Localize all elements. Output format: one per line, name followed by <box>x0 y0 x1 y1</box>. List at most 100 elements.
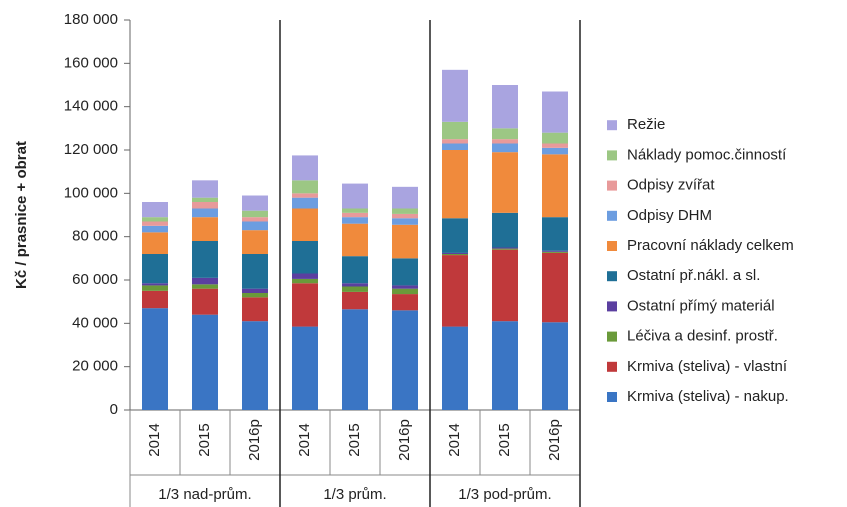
bar-segment <box>492 212 518 248</box>
bar-segment <box>442 218 468 253</box>
legend-swatch <box>607 301 617 312</box>
bar-segment <box>242 321 268 410</box>
bar-segment <box>392 213 418 219</box>
bar-segment <box>192 180 218 198</box>
bar-segment <box>292 278 318 284</box>
bar-segment <box>542 147 568 155</box>
bar-segment <box>442 326 468 410</box>
bar-segment <box>542 154 568 218</box>
legend-label: Režie <box>627 116 665 133</box>
bar-segment <box>492 143 518 153</box>
x-tick-label: 2015 <box>196 423 213 456</box>
legend-swatch <box>607 392 617 402</box>
legend-label: Krmiva (steliva) - vlastní <box>627 358 788 375</box>
x-tick-label: 2016p <box>246 419 263 461</box>
group-label: 1/3 prům. <box>323 486 386 503</box>
bar-segment <box>292 273 318 279</box>
bar-segment <box>542 251 568 253</box>
legend-swatch <box>607 361 617 372</box>
legend-swatch <box>607 150 617 161</box>
bar-segment <box>242 217 268 222</box>
bar-segment <box>142 202 168 218</box>
bar-segment <box>242 230 268 254</box>
bar-segment <box>492 85 518 129</box>
bar-segment <box>292 241 318 274</box>
bar-segment <box>142 225 168 233</box>
legend-label: Pracovní náklady celkem <box>627 237 794 254</box>
bar-segment <box>142 221 168 226</box>
bar-segment <box>392 258 418 286</box>
y-tick-label: 160 000 <box>64 54 118 71</box>
legend-swatch <box>607 241 617 251</box>
bar-segment <box>492 128 518 140</box>
y-tick-label: 140 000 <box>64 98 118 115</box>
legend-label: Odpisy DHM <box>627 207 712 224</box>
bar-segment <box>342 208 368 213</box>
bar-segment <box>292 197 318 209</box>
y-tick-label: 0 <box>110 401 118 418</box>
x-tick-label: 2014 <box>446 423 463 456</box>
x-tick-label: 2014 <box>296 423 313 456</box>
legend-swatch <box>607 120 617 131</box>
bar-segment <box>392 208 418 214</box>
y-tick-label: 80 000 <box>72 228 118 245</box>
bar-segment <box>292 155 318 181</box>
bar-segment <box>542 132 568 144</box>
bar-segment <box>142 290 168 309</box>
bar-segment <box>292 180 318 194</box>
bar-segment <box>392 288 418 295</box>
bar-segment <box>142 217 168 222</box>
y-tick-label: 60 000 <box>72 271 118 288</box>
bar-segment <box>492 249 518 322</box>
x-tick-label: 2015 <box>346 423 363 456</box>
group-label: 1/3 nad-prům. <box>158 486 251 503</box>
x-tick-label: 2016p <box>546 419 563 461</box>
bar-segment <box>392 186 418 209</box>
bar-segment <box>392 218 418 225</box>
bar-segment <box>192 314 218 410</box>
group-label: 1/3 pod-prům. <box>458 486 551 503</box>
x-tick-label: 2016p <box>396 419 413 461</box>
bar-segment <box>292 283 318 327</box>
y-tick-label: 40 000 <box>72 314 118 331</box>
bar-segment <box>342 183 368 209</box>
bar-segment <box>442 252 468 254</box>
bar-segment <box>142 283 168 286</box>
legend-label: Ostatní přímý materiál <box>627 297 775 314</box>
bar-segment <box>442 150 468 219</box>
legend-label: Odpisy zvířat <box>627 177 715 194</box>
bar-segment <box>492 152 518 213</box>
bar-segment <box>492 139 518 144</box>
bar-segment <box>192 197 218 202</box>
y-tick-label: 20 000 <box>72 358 118 375</box>
legend-label: Ostatní př.nákl. a sl. <box>627 267 760 284</box>
bar-segment <box>442 139 468 144</box>
bar-segment <box>242 297 268 322</box>
legend-swatch <box>607 210 617 221</box>
legend-label: Krmiva (steliva) - nakup. <box>627 388 789 405</box>
y-axis-title: Kč / prasnice + obrat <box>13 141 30 289</box>
bar-segment <box>342 212 368 218</box>
bar-segment <box>392 310 418 410</box>
y-tick-label: 180 000 <box>64 11 118 28</box>
bar-segment <box>342 256 368 284</box>
bar-segment <box>242 293 268 298</box>
bar-segment <box>542 252 568 323</box>
bar-segment <box>192 202 218 209</box>
legend-swatch <box>607 331 617 342</box>
legend-label: Léčiva a desinf. prostř. <box>627 328 778 345</box>
bar-segment <box>342 286 368 292</box>
bar-segment <box>342 223 368 257</box>
bar-segment <box>292 208 318 241</box>
bar-segment <box>242 288 268 293</box>
bar-segment <box>242 221 268 231</box>
bar-segment <box>192 208 218 218</box>
bar-segment <box>192 284 218 289</box>
x-tick-label: 2014 <box>146 423 163 456</box>
bar-segment <box>192 217 218 241</box>
bar-segment <box>342 283 368 287</box>
bar-segment <box>342 309 368 410</box>
bar-segment <box>442 254 468 256</box>
x-tick-label: 2015 <box>496 423 513 456</box>
